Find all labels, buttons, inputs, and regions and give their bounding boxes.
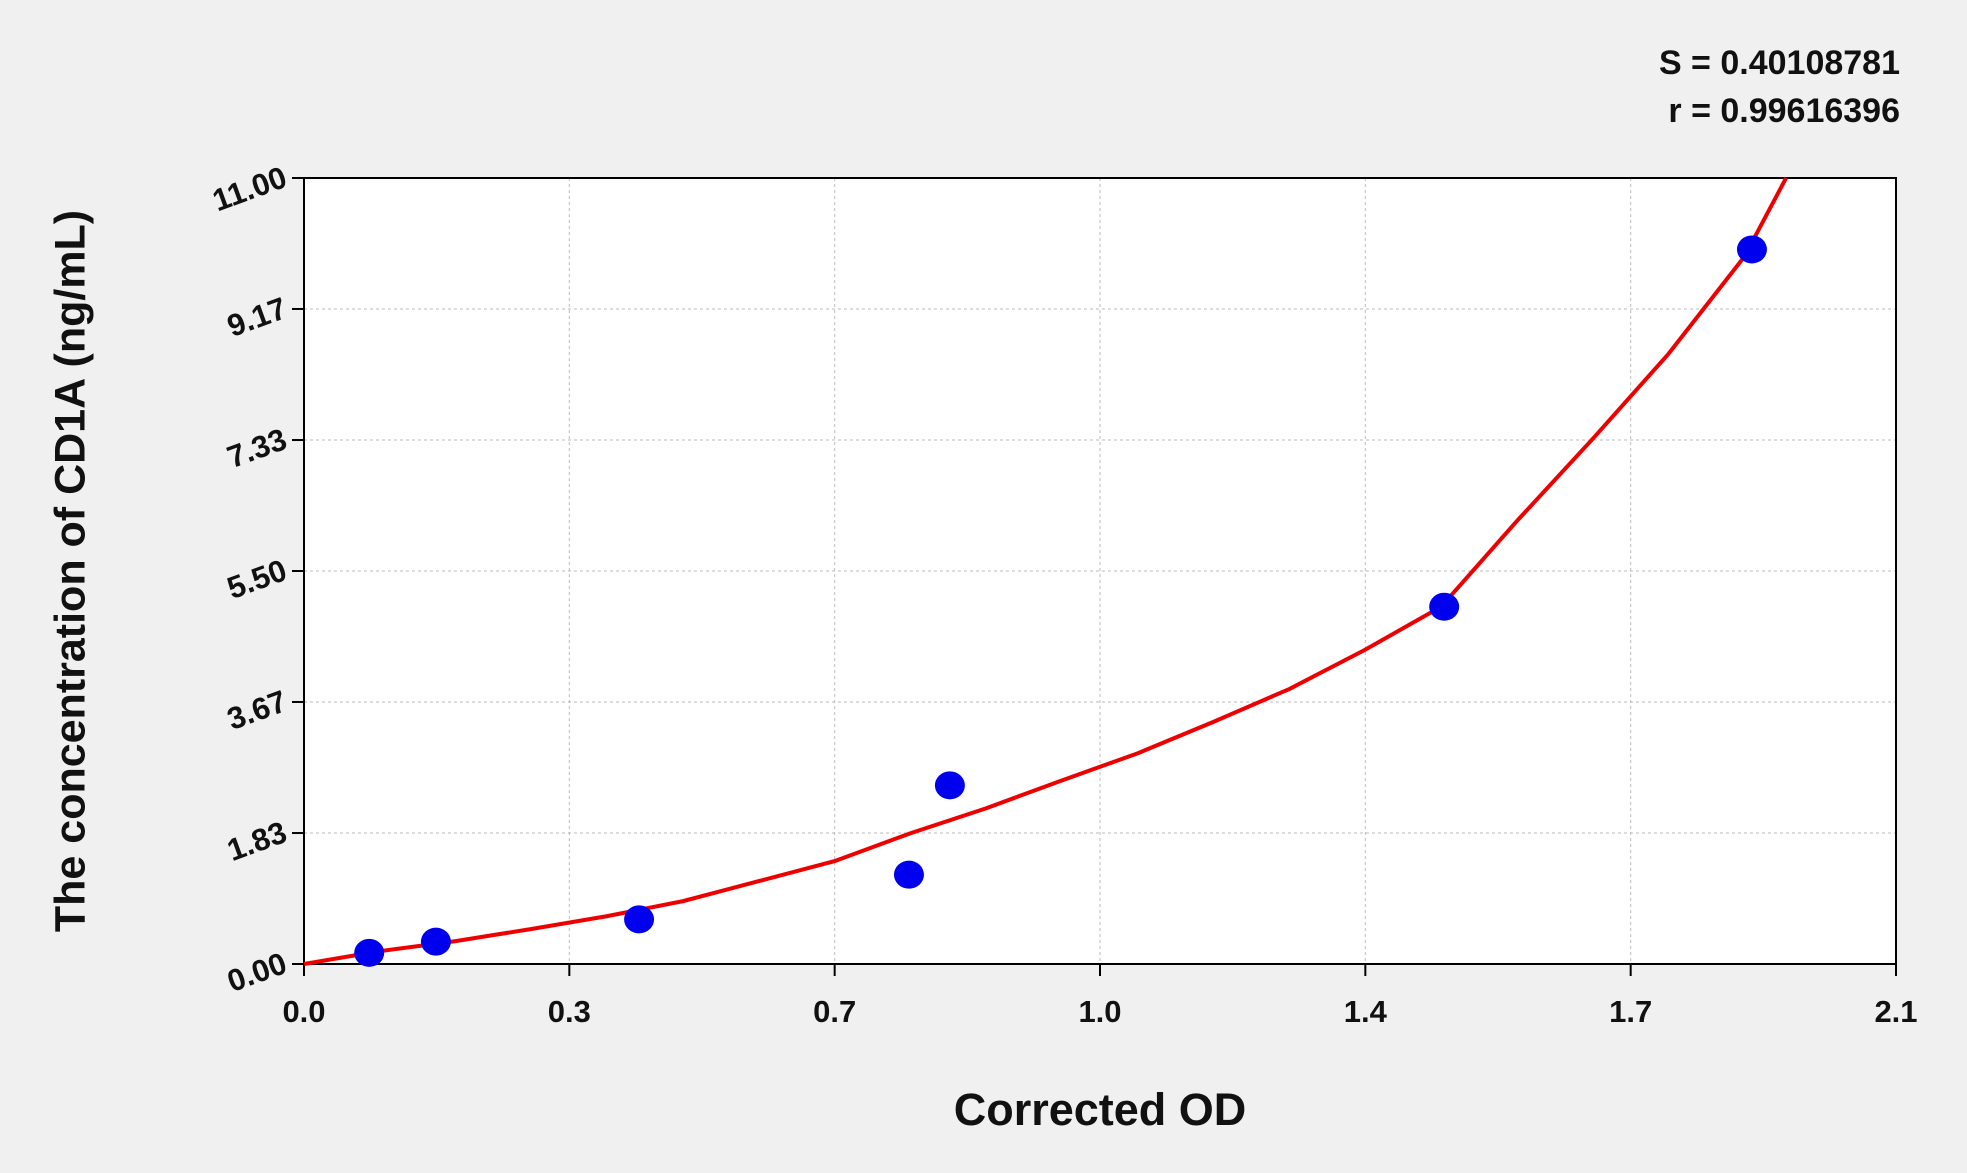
x-axis-title: Corrected OD	[954, 1084, 1247, 1135]
data-point	[934, 771, 965, 800]
fit-curve	[303, 177, 1788, 966]
data-point	[893, 860, 924, 889]
y-axis-title: The concentration of CD1A (ng/mL)	[46, 210, 94, 932]
annotation: r = 0.99616396	[1668, 92, 1900, 130]
x-tick-label: 1.7	[1609, 994, 1652, 1029]
data-point	[624, 905, 655, 934]
x-tick-label: 2.1	[1874, 994, 1917, 1029]
x-tick-label: 1.4	[1344, 994, 1388, 1029]
data-point	[354, 938, 385, 967]
x-tick-label: 0.3	[548, 994, 591, 1029]
x-tick-label: 0.0	[282, 994, 325, 1029]
plot-frame	[303, 177, 1897, 965]
data-point	[420, 927, 451, 956]
data-point	[1736, 235, 1767, 264]
data-point	[1429, 592, 1460, 621]
annotation: S = 0.40108781	[1659, 44, 1900, 82]
x-tick-label: 1.0	[1078, 994, 1121, 1029]
x-tick-label: 0.7	[813, 994, 856, 1029]
